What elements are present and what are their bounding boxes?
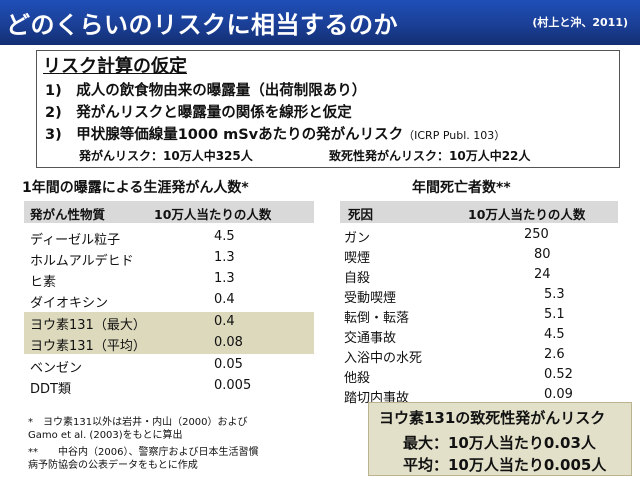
iodine-risk-title: ヨウ素131の致死性発がんリスク xyxy=(379,409,606,427)
assumptions-title: リスク計算の仮定 xyxy=(43,56,187,77)
citation: (村上と沖、2011) xyxy=(532,16,628,29)
footnote-2-line-1: ** 中谷内（2006）、警察庁および日本生活習慣 xyxy=(28,447,259,458)
row-value: 0.09 xyxy=(544,387,573,402)
row-value: 4.5 xyxy=(544,327,565,342)
row-value: 0.52 xyxy=(544,367,573,382)
table-row: ヒ素 1.3 xyxy=(24,269,314,290)
row-name: ヒ素 xyxy=(30,275,57,290)
iodine-risk-box: ヨウ素131の致死性発がんリスク 最大：10万人当たり0.03人 平均：10万人… xyxy=(368,402,632,476)
column-header-substance: 発がん性物質 xyxy=(30,207,106,222)
row-name: 入浴中の水死 xyxy=(344,351,423,366)
row-name: 受動喫煙 xyxy=(344,291,397,306)
row-name: 喫煙 xyxy=(344,251,371,266)
column-header-cause: 死因 xyxy=(348,207,374,222)
assumption-item-3: 3) 甲状腺等価線量1000 mSvあたりの発がんリスク（ICRP Publ. … xyxy=(45,123,505,144)
row-name: ディーゼル粒子 xyxy=(30,233,121,248)
row-name: 交通事故 xyxy=(344,331,397,346)
row-value: 0.4 xyxy=(214,292,235,307)
row-value: 0.08 xyxy=(214,335,243,350)
row-name: ベンゼン xyxy=(30,361,83,376)
assumptions-box: リスク計算の仮定 1) 成人の飲食物由来の曝露量（出荷制限あり） 2) 発がんリ… xyxy=(36,50,620,168)
row-value: 0.4 xyxy=(214,314,235,329)
annual-deaths-header: 死因 10万人当たりの人数 xyxy=(340,201,618,223)
table-row: ガン 250 xyxy=(340,225,618,246)
row-name: 他殺 xyxy=(344,371,371,386)
slide-header: どのくらいのリスクに相当するのか (村上と沖、2011) xyxy=(0,0,640,45)
table-row: 他殺 0.52 xyxy=(340,365,618,386)
column-header-per-100k: 10万人当たりの人数 xyxy=(468,207,586,222)
row-value: 4.5 xyxy=(214,229,235,244)
row-value: 2.6 xyxy=(544,347,565,362)
footnote-2-line-2: 病予防協会の公表データをもとに作成 xyxy=(28,460,198,471)
row-name: ダイオキシン xyxy=(30,296,109,311)
row-value: 1.3 xyxy=(214,250,235,265)
row-value: 0.05 xyxy=(214,357,243,372)
row-name: 自殺 xyxy=(344,271,371,286)
row-value: 80 xyxy=(534,247,551,262)
footnote-1-line-2: Gamo et al. (2003)をもとに算出 xyxy=(28,430,183,441)
slide-title: どのくらいのリスクに相当するのか xyxy=(6,11,398,39)
row-name: ガン xyxy=(344,231,371,246)
iodine-risk-avg: 平均：10万人当たり0.005人 xyxy=(403,456,607,474)
row-name: ヨウ素131（最大） xyxy=(30,318,146,333)
row-value: 1.3 xyxy=(214,271,235,286)
assumption-item-3-ref: （ICRP Publ. 103） xyxy=(403,129,506,142)
table-row: 喫煙 80 xyxy=(340,245,618,266)
column-header-per-100k: 10万人当たりの人数 xyxy=(154,207,272,222)
table-row: ベンゼン 0.05 xyxy=(24,355,314,376)
row-value: 250 xyxy=(524,227,549,242)
row-value: 5.3 xyxy=(544,287,565,302)
lifetime-cancer-header: 発がん性物質 10万人当たりの人数 xyxy=(24,201,314,223)
table-row: 転倒・転落 5.1 xyxy=(340,305,618,326)
lifetime-cancer-title: 1年間の曝露による生涯発がん人数* xyxy=(22,180,249,196)
table-row: DDT類 0.005 xyxy=(24,376,314,397)
table-row: 交通事故 4.5 xyxy=(340,325,618,346)
table-row: ホルムアルデヒド 1.3 xyxy=(24,248,314,269)
iodine-risk-max: 最大：10万人当たり0.03人 xyxy=(403,434,596,452)
fatal-cancer-risk-note: 致死性発がんリスク：10万人中22人 xyxy=(329,149,531,163)
row-name: ヨウ素131（平均） xyxy=(30,339,146,354)
table-row: ダイオキシン 0.4 xyxy=(24,290,314,311)
row-value: 24 xyxy=(534,267,551,282)
annual-deaths-title: 年間死亡者数** xyxy=(412,180,511,196)
assumption-item-1: 1) 成人の飲食物由来の曝露量（出荷制限あり） xyxy=(45,83,367,99)
assumption-item-2: 2) 発がんリスクと曝露量の関係を線形と仮定 xyxy=(45,105,352,121)
cancer-risk-note: 発がんリスク：10万人中325人 xyxy=(79,149,253,163)
row-value: 5.1 xyxy=(544,307,565,322)
table-row: 自殺 24 xyxy=(340,265,618,286)
table-row-highlighted: ヨウ素131（最大） 0.4 xyxy=(24,312,314,333)
row-name: 転倒・転落 xyxy=(344,311,410,326)
row-name: DDT類 xyxy=(30,382,71,397)
footnote-1-line-1: * ヨウ素131以外は岩井・内山（2000）および xyxy=(28,417,248,428)
row-name: ホルムアルデヒド xyxy=(30,254,134,269)
row-value: 0.005 xyxy=(214,378,252,393)
table-row: 受動喫煙 5.3 xyxy=(340,285,618,306)
table-row: ディーゼル粒子 4.5 xyxy=(24,227,314,248)
assumption-item-3-text: 3) 甲状腺等価線量1000 mSvあたりの発がんリスク xyxy=(45,127,404,143)
table-row: 入浴中の水死 2.6 xyxy=(340,345,618,366)
table-row-highlighted: ヨウ素131（平均） 0.08 xyxy=(24,333,314,354)
